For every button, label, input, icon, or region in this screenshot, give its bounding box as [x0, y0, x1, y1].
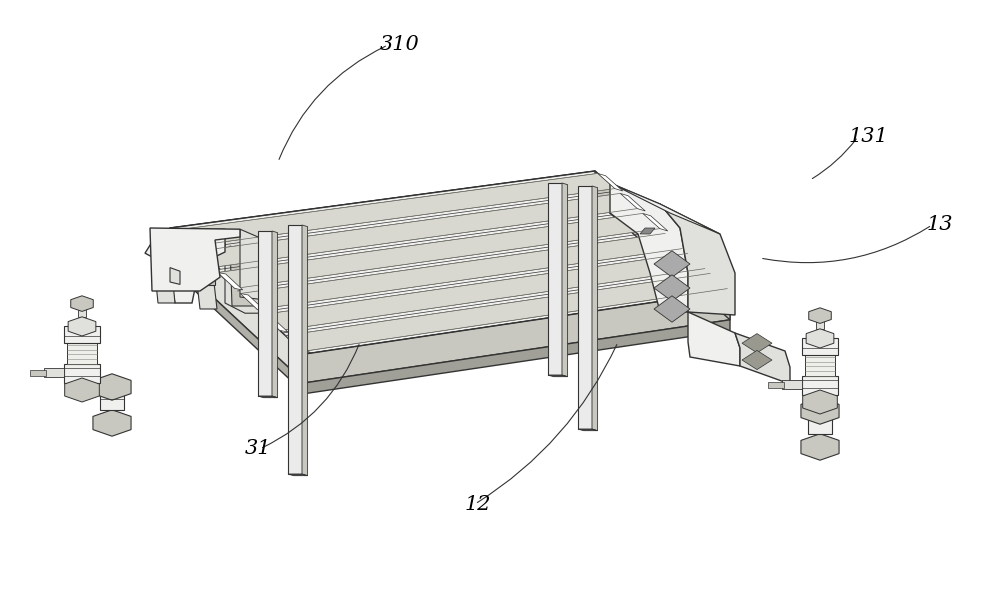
Bar — [67, 343, 97, 364]
Text: 12: 12 — [465, 494, 491, 514]
Polygon shape — [288, 225, 302, 474]
Bar — [802, 338, 838, 355]
Bar — [816, 316, 824, 329]
Polygon shape — [155, 279, 215, 285]
Bar — [782, 380, 802, 389]
Bar — [768, 382, 784, 388]
Polygon shape — [65, 378, 99, 402]
Text: 31: 31 — [245, 439, 271, 458]
Polygon shape — [170, 228, 305, 383]
Polygon shape — [230, 246, 260, 306]
Polygon shape — [68, 317, 96, 336]
Bar — [64, 326, 100, 343]
Polygon shape — [170, 268, 180, 284]
Polygon shape — [195, 193, 637, 268]
Polygon shape — [809, 308, 831, 323]
Polygon shape — [688, 312, 740, 366]
Polygon shape — [173, 230, 198, 248]
Polygon shape — [578, 186, 592, 429]
Polygon shape — [801, 434, 839, 460]
Text: 310: 310 — [380, 35, 420, 55]
Polygon shape — [225, 229, 262, 313]
Polygon shape — [170, 171, 595, 257]
Polygon shape — [806, 329, 834, 348]
Polygon shape — [578, 429, 598, 431]
Polygon shape — [562, 183, 568, 377]
Polygon shape — [305, 320, 730, 394]
Polygon shape — [258, 396, 278, 398]
Polygon shape — [173, 173, 615, 247]
Polygon shape — [610, 183, 720, 234]
Polygon shape — [803, 390, 837, 414]
Polygon shape — [285, 274, 727, 352]
Text: 131: 131 — [848, 127, 888, 146]
Polygon shape — [93, 410, 131, 436]
Bar — [78, 304, 86, 317]
Polygon shape — [640, 228, 655, 234]
Bar — [44, 368, 64, 377]
Polygon shape — [654, 275, 690, 301]
Polygon shape — [598, 173, 623, 191]
Polygon shape — [240, 229, 266, 300]
Polygon shape — [643, 214, 668, 231]
Polygon shape — [218, 272, 243, 290]
Polygon shape — [272, 231, 278, 398]
Bar — [802, 376, 838, 395]
Polygon shape — [71, 296, 93, 311]
Bar — [808, 411, 832, 434]
Polygon shape — [735, 333, 790, 384]
Polygon shape — [263, 253, 705, 331]
Polygon shape — [153, 253, 175, 303]
Polygon shape — [654, 251, 690, 277]
Polygon shape — [548, 183, 562, 375]
Polygon shape — [302, 225, 308, 476]
Polygon shape — [170, 257, 305, 394]
Polygon shape — [195, 265, 217, 309]
Polygon shape — [801, 398, 839, 424]
Polygon shape — [263, 314, 288, 332]
Bar — [805, 355, 835, 376]
Polygon shape — [285, 335, 310, 353]
Polygon shape — [170, 171, 730, 354]
Polygon shape — [240, 233, 682, 310]
Polygon shape — [742, 350, 772, 370]
Bar — [64, 364, 100, 383]
Polygon shape — [620, 193, 645, 211]
Polygon shape — [240, 293, 265, 311]
Polygon shape — [195, 251, 220, 269]
Polygon shape — [218, 214, 660, 289]
Polygon shape — [93, 374, 131, 400]
Polygon shape — [145, 229, 225, 303]
Polygon shape — [660, 204, 735, 315]
Polygon shape — [610, 183, 688, 312]
Polygon shape — [150, 228, 240, 291]
Polygon shape — [592, 186, 598, 431]
Polygon shape — [595, 171, 730, 320]
Text: 13: 13 — [927, 215, 953, 235]
Polygon shape — [305, 291, 730, 383]
Polygon shape — [288, 474, 308, 476]
Polygon shape — [654, 296, 690, 322]
Polygon shape — [548, 375, 568, 377]
Polygon shape — [258, 231, 272, 396]
Bar — [30, 370, 46, 376]
Bar — [100, 386, 124, 410]
Polygon shape — [742, 334, 772, 353]
